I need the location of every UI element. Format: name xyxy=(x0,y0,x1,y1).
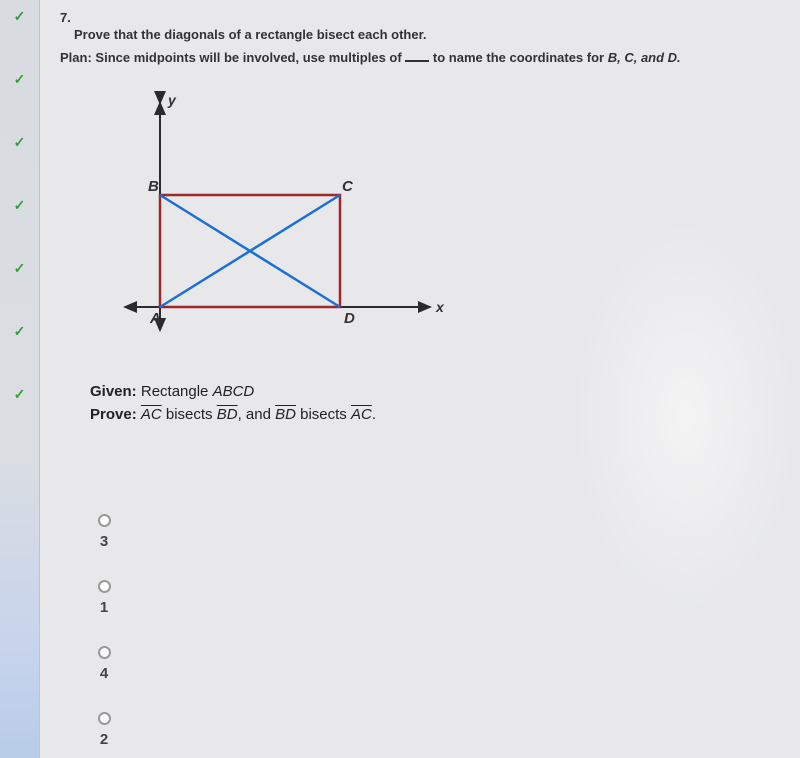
radio-icon[interactable] xyxy=(98,580,111,593)
plan-text: Plan: Since midpoints will be involved, … xyxy=(60,50,780,65)
option-label: 2 xyxy=(100,731,108,748)
radio-icon[interactable] xyxy=(98,514,111,527)
prove-end: . xyxy=(372,406,376,423)
option-2[interactable]: 2 xyxy=(86,712,122,748)
prove-line: Prove: AC bisects BD, and BD bisects AC. xyxy=(90,406,780,423)
option-1[interactable]: 1 xyxy=(86,580,122,616)
svg-text:B: B xyxy=(148,178,159,195)
option-label: 4 xyxy=(100,665,108,682)
svg-text:x: x xyxy=(435,299,445,315)
check-icon: ✓ xyxy=(14,71,26,88)
plan-label: Plan: xyxy=(60,50,92,65)
check-icon: ✓ xyxy=(14,8,26,25)
segment-bd-2: BD xyxy=(275,406,296,423)
check-icon: ✓ xyxy=(14,323,26,340)
check-icon: ✓ xyxy=(14,197,26,214)
option-label: 1 xyxy=(100,599,108,616)
prove-mid3: bisects xyxy=(296,406,351,423)
segment-bd: BD xyxy=(217,406,238,423)
rectangle-diagram-svg: y x A B C D xyxy=(90,85,450,345)
svg-text:C: C xyxy=(342,178,354,195)
page-content: 7. Prove that the diagonals of a rectang… xyxy=(40,0,800,758)
blank-fill[interactable] xyxy=(405,60,429,62)
svg-text:A: A xyxy=(149,310,161,327)
segment-ac-2: AC xyxy=(351,406,372,423)
radio-icon[interactable] xyxy=(98,712,111,725)
given-line: Given: Rectangle ABCD xyxy=(90,383,780,400)
check-icon: ✓ xyxy=(14,134,26,151)
question-number: 7. xyxy=(60,10,780,25)
option-4[interactable]: 4 xyxy=(86,646,122,682)
segment-ac: AC xyxy=(141,406,162,423)
answer-options: 3 1 4 2 xyxy=(86,514,122,748)
diagram: y x A B C D xyxy=(90,85,450,365)
given-label: Given: xyxy=(90,383,137,400)
prove-mid1: bisects xyxy=(162,406,217,423)
option-label: 3 xyxy=(100,533,108,550)
plan-part-a: Since midpoints will be involved, use mu… xyxy=(92,50,406,65)
check-icon: ✓ xyxy=(14,260,26,277)
prompt-text: Prove that the diagonals of a rectangle … xyxy=(74,27,780,42)
prove-mid2: , and xyxy=(238,406,276,423)
sidebar: ✓ ✓ ✓ ✓ ✓ ✓ ✓ xyxy=(0,0,40,758)
plan-part-b: to name the coordinates for xyxy=(429,50,607,65)
given-prove-block: Given: Rectangle ABCD Prove: AC bisects … xyxy=(90,383,780,423)
plan-vars: B, C, and D. xyxy=(608,50,681,65)
check-icon: ✓ xyxy=(14,386,26,403)
radio-icon[interactable] xyxy=(98,646,111,659)
given-text: Rectangle xyxy=(137,383,213,400)
svg-text:y: y xyxy=(167,92,177,108)
given-shape: ABCD xyxy=(213,383,255,400)
prove-label: Prove: xyxy=(90,406,137,423)
svg-text:D: D xyxy=(344,310,355,327)
option-3[interactable]: 3 xyxy=(86,514,122,550)
